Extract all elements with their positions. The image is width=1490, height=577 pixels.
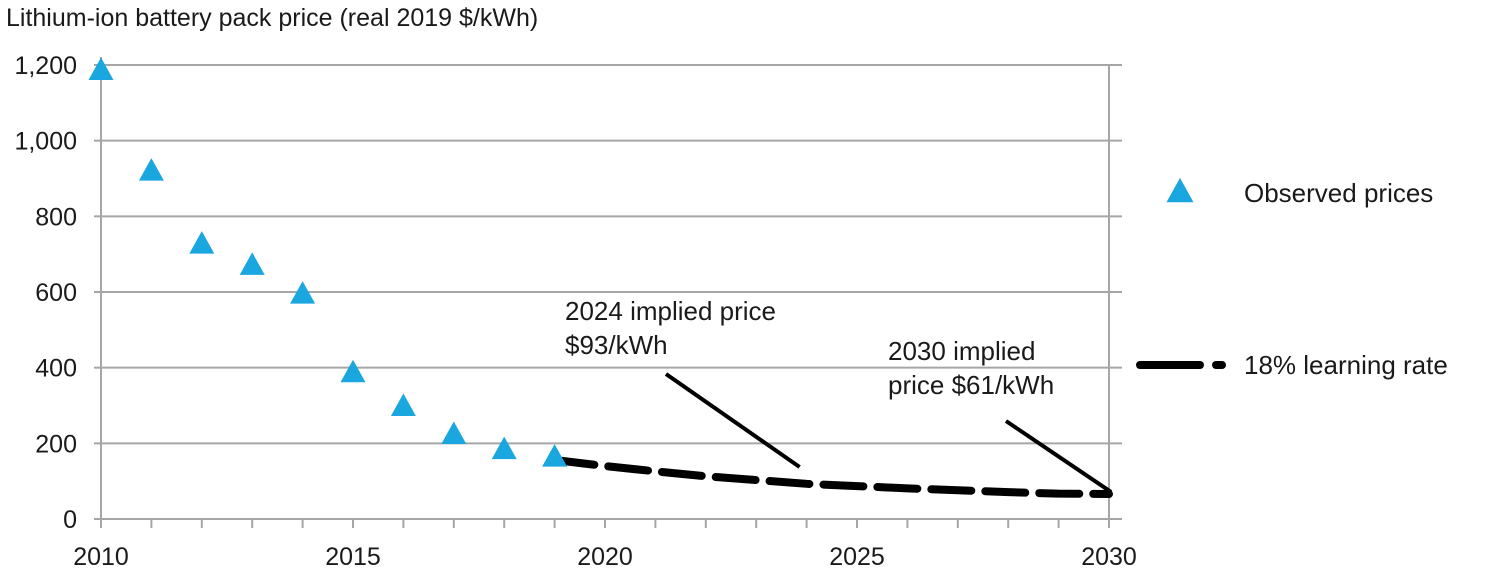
observed-price-marker-2011 — [138, 158, 164, 181]
annotation-2030-line-1: 2030 implied — [888, 336, 1036, 366]
legend-marks — [1136, 177, 1226, 369]
observed-price-marker-2010 — [88, 57, 114, 80]
gridlines — [101, 64, 1122, 445]
learning-rate-line — [550, 455, 1113, 499]
observed-price-marker-2016 — [390, 393, 416, 416]
observed-price-marker-2012 — [189, 231, 215, 254]
y-tick-label-1000: 1,000 — [14, 128, 77, 156]
annotation-leader-lines — [664, 372, 1113, 494]
observed-price-marker-2019 — [542, 444, 568, 467]
chart-title: Lithium-ion battery pack price (real 201… — [6, 4, 539, 32]
annotation-2024-implied-price: 2024 implied price $93/kWh — [565, 294, 776, 362]
axes — [94, 57, 1122, 528]
y-tick-labels: 0 200 400 600 800 1,000 1,200 — [14, 52, 77, 534]
series-observed-prices — [88, 57, 568, 467]
observed-price-marker-2015 — [340, 359, 366, 383]
x-tick-label-2010: 2010 — [73, 543, 129, 571]
annotation-2030-line-2: price $61/kWh — [888, 370, 1055, 400]
y-tick-label-400: 400 — [35, 355, 77, 383]
observed-price-marker-2014 — [290, 281, 316, 304]
x-tick-label-2030: 2030 — [1081, 543, 1137, 571]
y-tick-label-0: 0 — [63, 506, 77, 534]
y-tick-label-200: 200 — [35, 430, 77, 458]
y-tick-label-600: 600 — [35, 279, 77, 307]
annotation-2030-implied-price: 2030 implied price $61/kWh — [888, 334, 1054, 402]
annotation-2024-line-2: $93/kWh — [565, 330, 668, 360]
leader-line-2030 — [1004, 419, 1113, 494]
y-tick-label-800: 800 — [35, 203, 77, 231]
observed-price-marker-2018 — [491, 436, 517, 460]
legend-label-learning-rate: 18% learning rate — [1244, 350, 1448, 380]
legend-triangle-icon — [1166, 177, 1194, 203]
annotation-2024-line-1: 2024 implied price — [565, 296, 777, 326]
series-learning-rate — [550, 455, 1113, 499]
x-tick-label-2025: 2025 — [829, 543, 885, 571]
y-tick-label-1200: 1,200 — [14, 52, 77, 80]
observed-price-marker-2013 — [239, 252, 265, 275]
x-tick-labels: 2010 2015 2020 2025 2030 — [73, 543, 1137, 571]
observed-price-marker-2017 — [441, 421, 467, 444]
legend-label-observed-prices: Observed prices — [1244, 178, 1434, 208]
x-tick-label-2020: 2020 — [577, 543, 633, 571]
leader-line-2024 — [664, 372, 801, 469]
x-tick-label-2015: 2015 — [325, 543, 381, 571]
